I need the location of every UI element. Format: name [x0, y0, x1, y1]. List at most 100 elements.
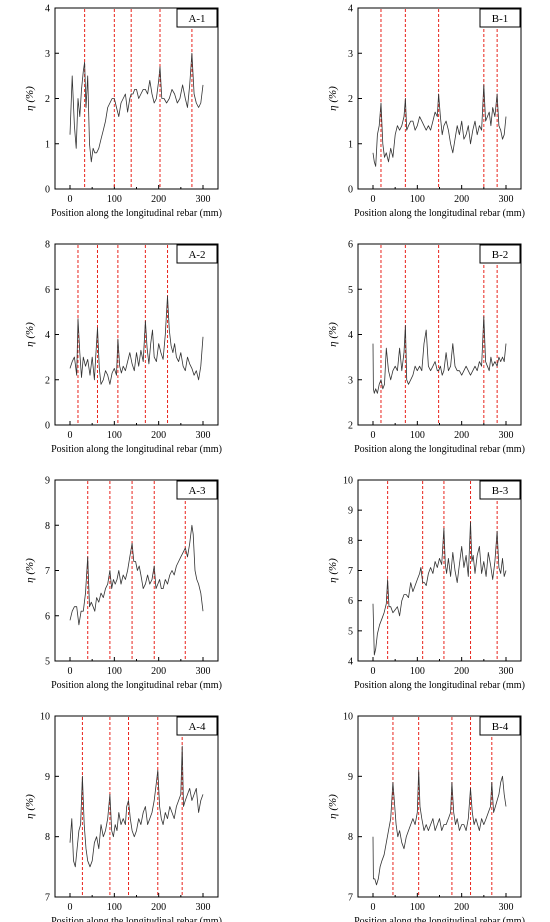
y-tick-label: 6: [45, 611, 50, 622]
x-tick-label: 200: [454, 194, 469, 205]
x-tick-label: 100: [410, 194, 425, 205]
chart-panel-b-3: 0 100 200 300 4 5 6 7 8 9 10 Position along the lon…: [327, 476, 525, 692]
data-series-line: [372, 315, 507, 394]
x-tick-label: 100: [107, 194, 122, 205]
x-axis-label: Position along the longitudinal rebar (m…: [51, 680, 222, 691]
y-tick-label: 0: [45, 185, 50, 196]
chart-panel-a-2: 0 100 200 300 0 2 4 6 8 Position along the longit…: [24, 240, 222, 456]
chart-panel-a-3: 0 100 200 300 5 6 7 8 9 Position along the longit…: [24, 476, 222, 692]
specimen-label-box: [479, 8, 521, 28]
x-tick-label: 300: [196, 430, 211, 441]
y-axis-label: η (%): [24, 86, 36, 111]
x-tick-label: 200: [454, 430, 469, 441]
specimen-label: B-4: [492, 721, 509, 733]
data-series-line: [372, 84, 507, 167]
y-axis-label: η (%): [24, 558, 36, 583]
chart-panel-b-1: 0 100 200 300 0 1 2 3 4 Position along the longit…: [327, 4, 525, 220]
y-tick-label: 2: [348, 94, 353, 105]
y-tick-label: 3: [348, 375, 353, 386]
x-axis-label: Position along the longitudinal rebar (m…: [51, 916, 222, 922]
y-tick-label: 10: [40, 712, 50, 723]
chart-panel-b-2: 0 100 200 300 2 3 4 5 6 Position along the longit…: [327, 240, 525, 456]
y-tick-label: 5: [45, 657, 50, 668]
y-axis-label: η (%): [24, 322, 36, 347]
y-tick-label: 4: [348, 4, 353, 15]
x-tick-label: 200: [151, 902, 166, 913]
y-axis-label: η (%): [327, 86, 339, 111]
y-tick-label: 6: [348, 240, 353, 251]
x-tick-label: 100: [410, 430, 425, 441]
x-tick-label: 300: [196, 666, 211, 677]
x-tick-label: 100: [107, 902, 122, 913]
plot-frame: [54, 715, 219, 898]
x-tick-label: 100: [410, 902, 425, 913]
specimen-label-box: [176, 244, 218, 264]
specimen-label: B-1: [492, 13, 509, 25]
x-axis-label: Position along the longitudinal rebar (m…: [354, 680, 525, 691]
y-tick-label: 1: [348, 139, 353, 150]
x-tick-label: 0: [371, 666, 376, 677]
plot-frame: [54, 243, 219, 426]
plot-frame: [357, 715, 522, 898]
specimen-label-box: [479, 480, 521, 500]
y-tick-label: 4: [45, 4, 50, 15]
specimen-label: A-2: [188, 249, 205, 261]
x-tick-label: 200: [454, 666, 469, 677]
data-series-line: [69, 52, 204, 163]
x-axis-label: Position along the longitudinal rebar (m…: [354, 208, 525, 219]
x-tick-label: 200: [151, 194, 166, 205]
x-tick-label: 300: [196, 194, 211, 205]
x-tick-label: 0: [371, 194, 376, 205]
x-tick-label: 100: [410, 666, 425, 677]
y-tick-label: 5: [348, 626, 353, 637]
y-tick-label: 8: [45, 240, 50, 251]
x-axis-label: Position along the longitudinal rebar (m…: [51, 208, 222, 219]
specimen-label-box: [176, 716, 218, 736]
x-tick-label: 300: [499, 666, 514, 677]
data-series-line: [69, 295, 204, 385]
y-tick-label: 8: [348, 536, 353, 547]
specimen-label-box: [176, 480, 218, 500]
x-tick-label: 0: [371, 902, 376, 913]
chart-panel-b-4: 0 100 200 300 7 8 9 10 Position along the longit…: [327, 712, 525, 922]
y-tick-label: 4: [348, 657, 353, 668]
y-tick-label: 7: [45, 893, 50, 904]
specimen-label: A-3: [188, 485, 206, 497]
x-tick-label: 100: [107, 430, 122, 441]
x-tick-label: 0: [371, 430, 376, 441]
y-tick-label: 7: [348, 893, 353, 904]
specimen-label-box: [479, 716, 521, 736]
x-tick-label: 200: [454, 902, 469, 913]
x-tick-label: 300: [499, 194, 514, 205]
x-axis-label: Position along the longitudinal rebar (m…: [354, 916, 525, 922]
specimen-label-box: [176, 8, 218, 28]
x-tick-label: 200: [151, 430, 166, 441]
y-axis-label: η (%): [327, 794, 339, 819]
x-axis-label: Position along the longitudinal rebar (m…: [51, 444, 222, 455]
x-tick-label: 100: [107, 666, 122, 677]
plot-frame: [357, 243, 522, 426]
y-tick-label: 9: [348, 772, 353, 783]
y-tick-label: 6: [45, 285, 50, 296]
y-tick-label: 2: [348, 421, 353, 432]
y-tick-label: 9: [45, 476, 50, 487]
specimen-label: B-3: [492, 485, 509, 497]
y-tick-label: 7: [348, 566, 353, 577]
y-axis-label: η (%): [327, 558, 339, 583]
y-tick-label: 1: [45, 139, 50, 150]
y-tick-label: 8: [45, 521, 50, 532]
data-series-line: [372, 521, 507, 656]
y-tick-label: 0: [348, 185, 353, 196]
y-tick-label: 4: [45, 330, 50, 341]
data-series-line: [69, 524, 204, 626]
x-axis-label: Position along the longitudinal rebar (m…: [354, 444, 525, 455]
y-tick-label: 9: [45, 772, 50, 783]
plot-frame: [54, 479, 219, 662]
plot-frame: [357, 479, 522, 662]
y-tick-label: 8: [45, 832, 50, 843]
y-tick-label: 10: [343, 476, 353, 487]
x-tick-label: 300: [196, 902, 211, 913]
chart-panel-a-4: 0 100 200 300 7 8 9 10 Position along the longit…: [24, 712, 222, 922]
x-tick-label: 0: [68, 902, 73, 913]
specimen-label: B-2: [492, 249, 509, 261]
